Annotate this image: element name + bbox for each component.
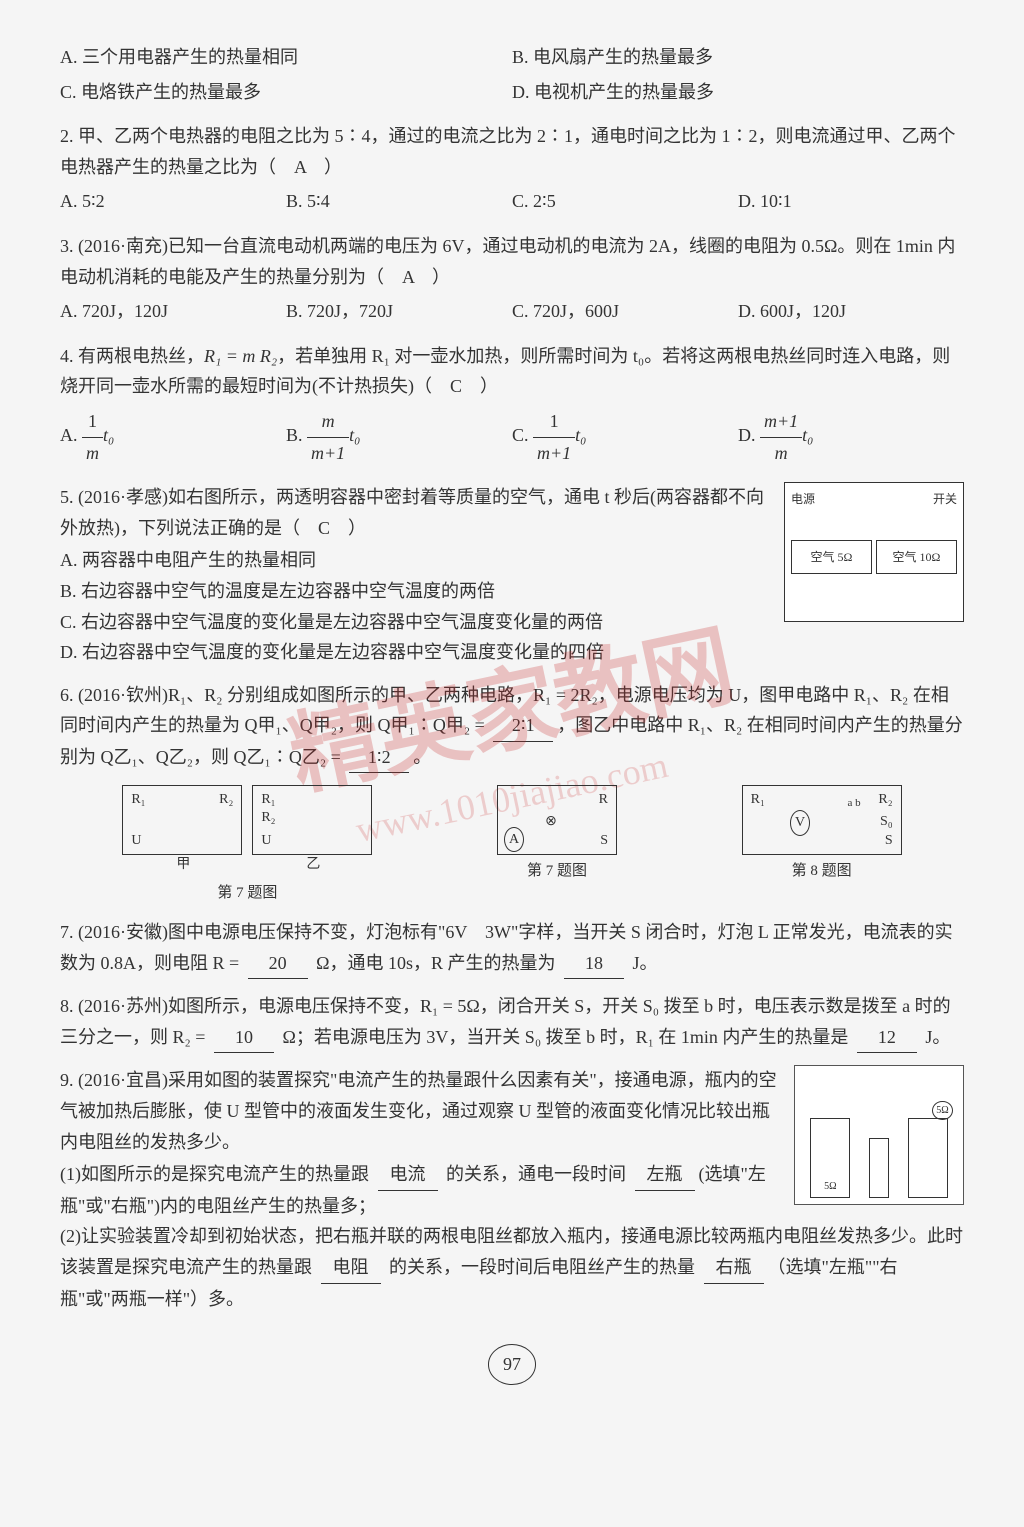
q4-A-num: 1 [82, 406, 103, 438]
q1-optA: A. 三个用电器产生的热量相同 [60, 40, 512, 75]
page-number-value: 97 [488, 1344, 536, 1385]
q4-B-num: m [307, 406, 349, 438]
q8-text-b: Ω；若电源电压为 3V，当开关 S₀ 拨至 b 时，R₁ 在 1min 内产生的… [278, 1027, 853, 1047]
q4: 4. 有两根电热丝，R₁ = m R₂，若单独用 R₁ 对一壶水加热，则所需时间… [60, 341, 964, 470]
q8-text-c: J。 [921, 1027, 951, 1047]
q2-C: C. 2∶5 [512, 184, 738, 219]
q4-A: A. 1mt₀ [60, 404, 286, 470]
q8-blank1: 10 [214, 1022, 274, 1054]
q4-D-suf: t₀ [802, 425, 813, 445]
q4-C-den: m+1 [533, 438, 575, 469]
q9-sub1-blank2: 左瓶 [635, 1159, 695, 1191]
q4-B-suf: t₀ [349, 425, 360, 445]
q4-D-num: m+1 [760, 406, 802, 438]
q4-A-den: m [82, 438, 103, 469]
circuit-figures: R₁ R₂ U 甲 R₁ R₂ U 乙 第 7 题图 R A S ⊗ 第 7 题… [60, 785, 964, 907]
q4-C-num: 1 [533, 406, 575, 438]
q3-D: D. 600J，120J [738, 294, 964, 329]
q3-C: C. 720J，600J [512, 294, 738, 329]
q9-sub1-b: 的关系，通电一段时间 [442, 1164, 631, 1184]
q5-fig-right: 空气 10Ω [876, 540, 957, 574]
q1-optD: D. 电视机产生的热量最多 [512, 75, 964, 110]
q7: 7. (2016·安徽)图中电源电压保持不变，灯泡标有"6V 3W"字样，当开关… [60, 917, 964, 979]
q2-text: 2. 甲、乙两个电热器的电阻之比为 5∶4，通过的电流之比为 2∶1，通电时间之… [60, 121, 964, 182]
circuit-cap3: 第 8 题图 [742, 859, 902, 885]
q1-optB: B. 电风扇产生的热量最多 [512, 40, 964, 75]
q3-text: 3. (2016·南充)已知一台直流电动机两端的电压为 6V，通过电动机的电流为… [60, 231, 964, 292]
q3: 3. (2016·南充)已知一台直流电动机两端的电压为 6V，通过电动机的电流为… [60, 231, 964, 329]
q9-sub2: (2)让实验装置冷却到初始状态，把右瓶并联的两根电阻丝都放入瓶内，接通电源比较两… [60, 1221, 964, 1314]
circuit-q7: R A S ⊗ 第 7 题图 [497, 785, 617, 907]
circuit-jia: R₁ R₂ U 甲 [122, 785, 242, 855]
q7-text-c: J。 [628, 953, 658, 973]
q6-blank2: 1∶2 [349, 742, 409, 774]
q4-eq: R₁ = m R₂ [204, 346, 277, 366]
q4-B: B. mm+1t₀ [286, 404, 512, 470]
q2-D: D. 10∶1 [738, 184, 964, 219]
q4-C-suf: t₀ [575, 425, 586, 445]
q3-A: A. 720J，120J [60, 294, 286, 329]
q9-sub1-a: (1)如图所示的是探究电流产生的热量跟 [60, 1164, 374, 1184]
q4-D-label: D. [738, 425, 756, 445]
q5-D: D. 右边容器中空气温度的变化量是左边容器中空气温度变化量的四倍 [60, 637, 964, 668]
q9-sub2-blank1: 电阻 [321, 1252, 381, 1284]
q8: 8. (2016·苏州)如图所示，电源电压保持不变，R₁ = 5Ω，闭合开关 S… [60, 991, 964, 1053]
q2: 2. 甲、乙两个电热器的电阻之比为 5∶4，通过的电流之比为 2∶1，通电时间之… [60, 121, 964, 219]
q4-B-label: B. [286, 425, 303, 445]
q7-text-b: Ω，通电 10s，R 产生的热量为 [312, 953, 560, 973]
q8-blank2: 12 [857, 1022, 917, 1054]
q4-A-label: A. [60, 425, 78, 445]
q4-text: 4. 有两根电热丝，R₁ = m R₂，若单独用 R₁ 对一壶水加热，则所需时间… [60, 341, 964, 402]
q5-figure: 电源 开关 空气 5Ω 空气 10Ω [784, 482, 964, 622]
q4-D-den: m [760, 438, 802, 469]
q4-A-suf: t₀ [103, 425, 114, 445]
q5-fig-power: 电源 [791, 489, 815, 509]
page-number: 97 [60, 1344, 964, 1385]
q4-B-den: m+1 [307, 438, 349, 469]
q5-fig-switch: 开关 [933, 489, 957, 509]
circuit-yi: R₁ R₂ U 乙 [252, 785, 372, 855]
q5: 电源 开关 空气 5Ω 空气 10Ω 5. (2016·孝感)如右图所示，两透明… [60, 482, 964, 668]
circuit-cap1: 第 7 题图 [122, 881, 372, 907]
q2-A: A. 5∶2 [60, 184, 286, 219]
q4-D: D. m+1mt₀ [738, 404, 964, 470]
q6-text-c: 。 [413, 747, 431, 767]
q9-sub1-blank1: 电流 [378, 1159, 438, 1191]
q9-figure: 5Ω 5Ω [794, 1065, 964, 1205]
q6: 6. (2016·钦州)R₁、R₂ 分别组成如图所示的甲、乙两种电路，R₁ = … [60, 680, 964, 774]
q5-fig-left: 空气 5Ω [791, 540, 872, 574]
q7-blank2: 18 [564, 948, 624, 980]
q3-B: B. 720J，720J [286, 294, 512, 329]
circuit-q8: R₁ R₂ V S₀ S a b 第 8 题图 [742, 785, 902, 907]
q9-sub2-blank2: 右瓶 [704, 1252, 764, 1284]
q4-C-label: C. [512, 425, 529, 445]
circuit-cap2: 第 7 题图 [497, 859, 617, 885]
q9: 5Ω 5Ω 9. (2016·宜昌)采用如图的装置探究"电流产生的热量跟什么因素… [60, 1065, 964, 1314]
q9-sub2-b: 的关系，一段时间后电阻丝产生的热量 [385, 1257, 700, 1277]
q6-blank1: 2∶1 [493, 710, 553, 742]
q7-blank1: 20 [248, 948, 308, 980]
q2-B: B. 5∶4 [286, 184, 512, 219]
q1-optC: C. 电烙铁产生的热量最多 [60, 75, 512, 110]
q4-C: C. 1m+1t₀ [512, 404, 738, 470]
q4-text-a: 4. 有两根电热丝， [60, 346, 204, 366]
circuit-jia-yi: R₁ R₂ U 甲 R₁ R₂ U 乙 第 7 题图 [122, 785, 372, 907]
q1-options: A. 三个用电器产生的热量相同 B. 电风扇产生的热量最多 C. 电烙铁产生的热… [60, 40, 964, 109]
